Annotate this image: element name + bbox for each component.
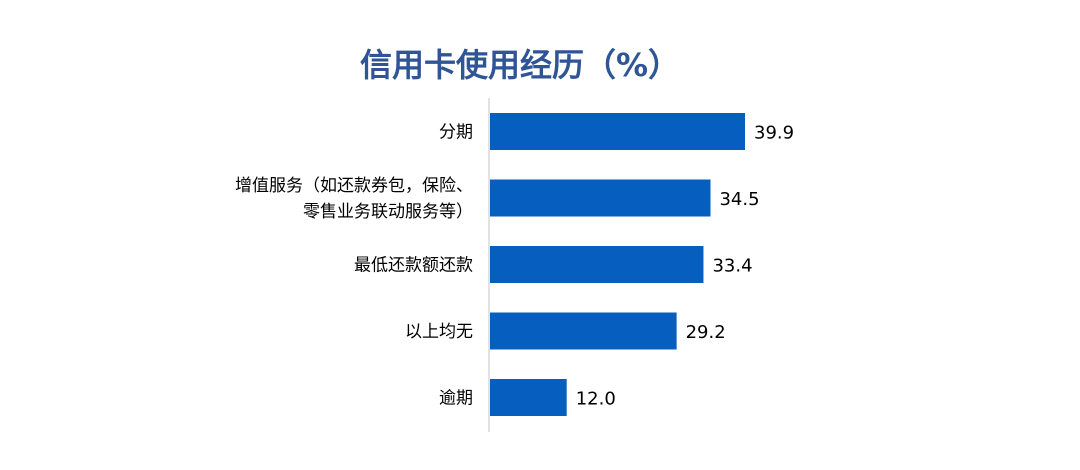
category-label: 逾期 — [439, 389, 473, 409]
bar — [490, 179, 711, 217]
category-label: 最低还款额还款 — [354, 256, 473, 276]
bar — [490, 312, 677, 350]
category-label: 以上均无 — [405, 322, 473, 342]
bar — [490, 246, 704, 283]
bar — [490, 379, 567, 416]
data-label: 29.2 — [686, 322, 726, 343]
category-label: 分期 — [439, 123, 473, 143]
chart-title: 信用卡使用经历（%） — [360, 46, 680, 84]
bar — [490, 113, 745, 150]
data-label: 39.9 — [754, 123, 794, 144]
data-label: 34.5 — [719, 189, 759, 210]
category-label: 增值服务（如还款券包，保险、零售业务联动服务等） — [235, 176, 473, 222]
data-label: 33.4 — [712, 256, 752, 277]
data-label: 12.0 — [576, 389, 616, 410]
